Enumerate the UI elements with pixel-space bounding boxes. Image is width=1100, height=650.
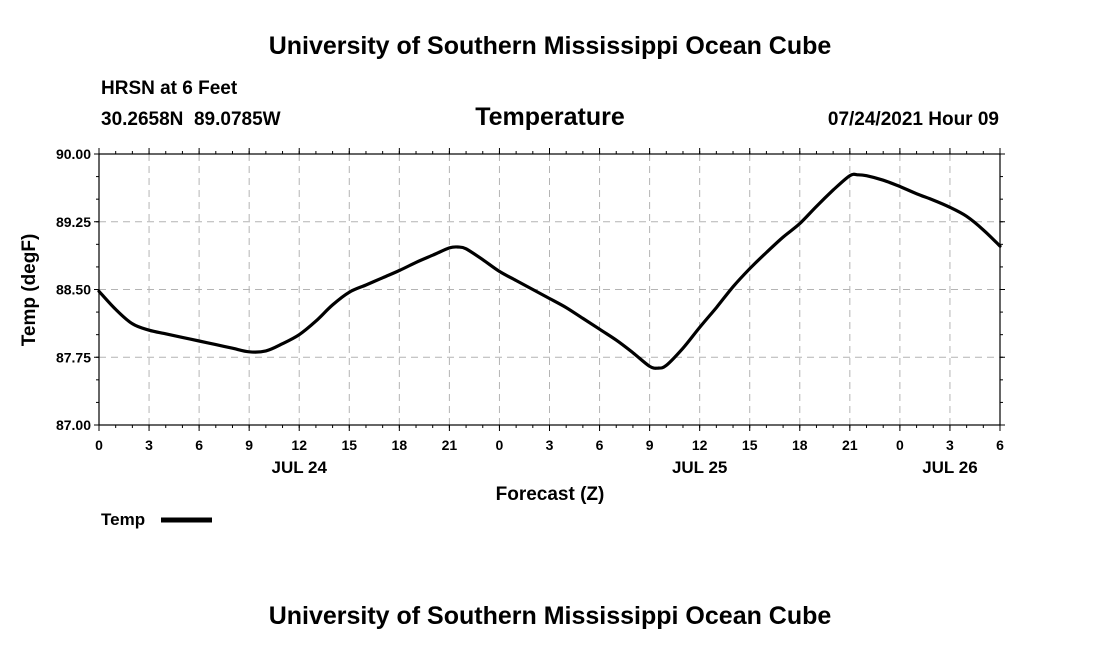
station-label: HRSN at 6 Feet <box>101 78 238 99</box>
title-bottom: University of Southern Mississippi Ocean… <box>269 602 832 630</box>
y-tick-label: 90.00 <box>56 146 91 162</box>
plot-frame <box>98 153 1001 426</box>
x-tick-label: 15 <box>742 437 758 453</box>
x-tick-label: 21 <box>442 437 458 453</box>
legend: Temp <box>101 510 212 529</box>
x-tick-label: 3 <box>946 437 954 453</box>
temp-series-line <box>97 172 1002 370</box>
day-label: JUL 26 <box>922 458 977 477</box>
x-tick-label: 6 <box>195 437 203 453</box>
y-axis-ticks: 87.00 87.75 88.50 89.25 90.00 <box>56 146 1005 433</box>
date-label: 07/24/2021 Hour 09 <box>828 109 999 130</box>
x-tick-label: 6 <box>596 437 604 453</box>
y-tick-label: 87.00 <box>56 417 91 433</box>
title-top: University of Southern Mississippi Ocean… <box>269 32 832 60</box>
x-tick-label: 9 <box>646 437 654 453</box>
x-tick-label: 12 <box>291 437 307 453</box>
x-tick-label: 21 <box>842 437 858 453</box>
day-label: JUL 25 <box>672 458 727 477</box>
x-tick-label: 3 <box>145 437 153 453</box>
x-tick-label: 18 <box>392 437 408 453</box>
y-tick-label: 88.50 <box>56 282 91 298</box>
x-tick-label: 3 <box>546 437 554 453</box>
coordinates-label: 30.2658N 89.0785W <box>101 109 281 130</box>
day-label: JUL 24 <box>271 458 327 477</box>
x-tick-label: 12 <box>692 437 708 453</box>
legend-label: Temp <box>101 510 145 529</box>
x-tick-label: 9 <box>245 437 253 453</box>
x-axis-label: Forecast (Z) <box>496 484 605 505</box>
day-labels: JUL 24 JUL 25 JUL 26 <box>271 458 977 477</box>
y-tick-label: 87.75 <box>56 349 91 365</box>
y-tick-label: 89.25 <box>56 214 91 230</box>
x-tick-label: 18 <box>792 437 808 453</box>
x-tick-label: 0 <box>496 437 504 453</box>
y-axis-label: Temp (degF) <box>19 234 40 347</box>
chart-title: Temperature <box>475 103 625 131</box>
x-tick-label: 0 <box>896 437 904 453</box>
x-tick-label: 6 <box>996 437 1004 453</box>
grid-lines <box>99 154 1000 425</box>
x-tick-label: 0 <box>95 437 103 453</box>
x-tick-label: 15 <box>341 437 357 453</box>
